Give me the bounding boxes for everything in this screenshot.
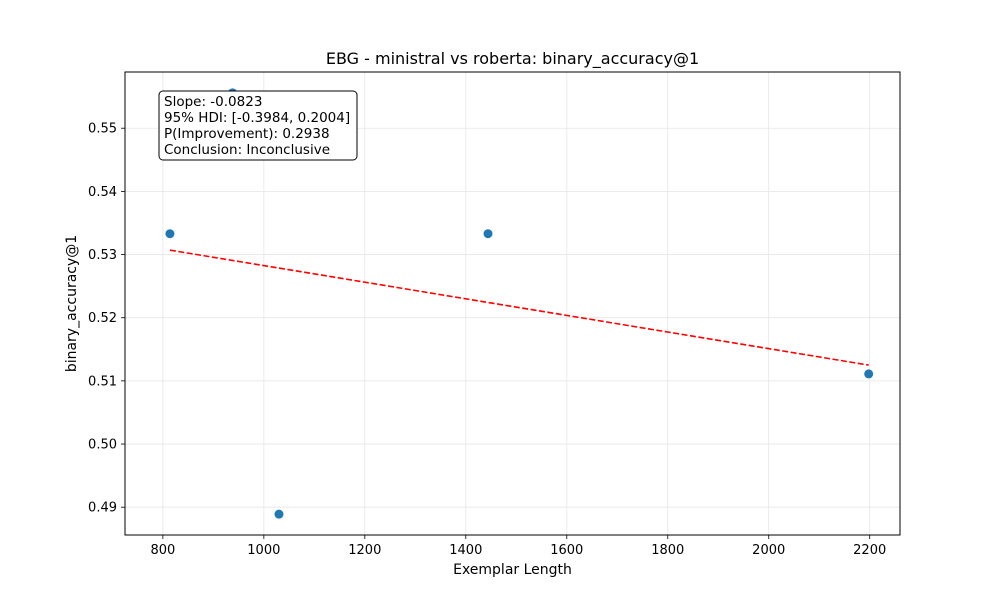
x-tick-label: 1200 bbox=[348, 543, 381, 558]
plot-frame bbox=[124, 71, 901, 536]
x-tick-label: 1400 bbox=[449, 543, 482, 558]
x-tick-label: 2000 bbox=[752, 543, 785, 558]
y-tick-label: 0.51 bbox=[88, 374, 117, 389]
x-tick-label: 800 bbox=[150, 543, 175, 558]
y-tick-label: 0.49 bbox=[88, 501, 117, 516]
x-tick-label: 1800 bbox=[651, 543, 684, 558]
y-tick-label: 0.53 bbox=[88, 248, 117, 263]
grid bbox=[125, 72, 900, 535]
data-point bbox=[483, 229, 493, 239]
x-axis-ticks: 800 1000 1200 1400 1600 1800 2000 2200 bbox=[150, 535, 886, 558]
x-tick-label: 1600 bbox=[550, 543, 583, 558]
y-tick-label: 0.55 bbox=[88, 122, 117, 137]
x-tick-label: 1000 bbox=[247, 543, 280, 558]
trendline bbox=[169, 249, 869, 366]
y-tick-label: 0.54 bbox=[88, 185, 117, 200]
x-tick-label: 2200 bbox=[853, 543, 886, 558]
annotation-conclusion: Conclusion: Inconclusive bbox=[164, 142, 330, 158]
y-axis-label: binary_accuracy@1 bbox=[64, 235, 80, 372]
y-axis-ticks: 0.49 0.50 0.51 0.52 0.53 0.54 0.55 bbox=[88, 122, 125, 516]
data-point bbox=[165, 229, 175, 239]
stats-annotation: Slope: -0.0823 95% HDI: [-0.3984, 0.2004… bbox=[158, 90, 358, 161]
data-point bbox=[864, 369, 874, 379]
x-axis-label: Exemplar Length bbox=[453, 562, 572, 578]
annotation-probability: P(Improvement): 0.2938 bbox=[164, 126, 330, 142]
data-point bbox=[274, 509, 284, 519]
annotation-slope: Slope: -0.0823 bbox=[164, 94, 262, 110]
annotation-hdi: 95% HDI: [-0.3984, 0.2004] bbox=[164, 110, 350, 126]
annotation-box bbox=[158, 90, 358, 161]
chart-title: EBG - ministral vs roberta: binary_accur… bbox=[326, 49, 699, 69]
y-tick-label: 0.50 bbox=[88, 438, 117, 453]
trendline-group bbox=[169, 249, 869, 366]
y-tick-label: 0.52 bbox=[88, 311, 117, 326]
